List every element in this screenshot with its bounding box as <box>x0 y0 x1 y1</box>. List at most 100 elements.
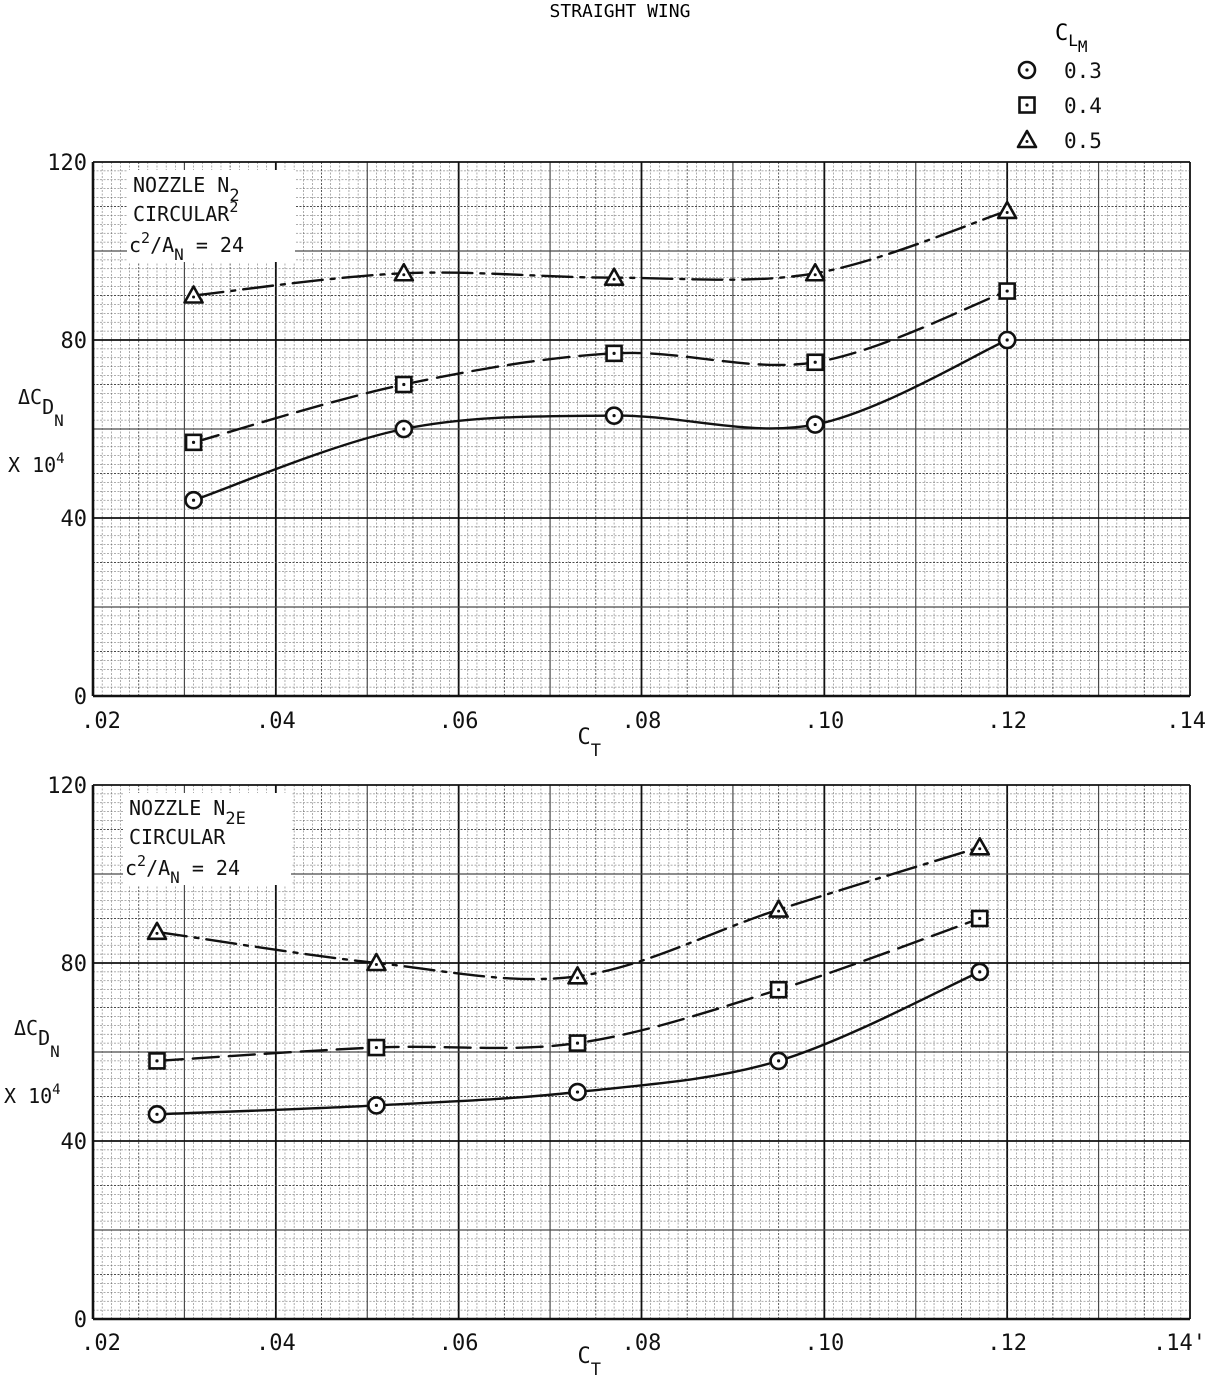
data-point <box>806 353 824 372</box>
marker-dot <box>575 1090 580 1094</box>
marker-dot <box>155 1112 159 1116</box>
y-tick-label: 80 <box>61 952 88 977</box>
marker-dot <box>374 1045 378 1050</box>
data-point <box>147 1105 167 1124</box>
x-tick-label: .14' <box>1153 1331 1206 1356</box>
y-tick-label: 120 <box>47 151 87 176</box>
data-point <box>184 433 203 452</box>
marker-dot <box>1005 210 1009 214</box>
marker-triangle <box>603 267 625 287</box>
marker-triangle <box>146 921 168 941</box>
data-point <box>804 262 826 282</box>
data-point <box>567 966 588 985</box>
annotation-background <box>127 170 295 262</box>
legend-marker-circle <box>1017 60 1037 80</box>
page-title: STRAIGHT WING <box>550 1 691 22</box>
data-point <box>605 344 623 363</box>
annotation-line-1: NOZZLE N2E <box>129 796 246 829</box>
x-tick-label: .10 <box>804 709 844 734</box>
y-tick-labels: 0 40 80 120 <box>47 774 87 1333</box>
marker-dot <box>155 931 159 935</box>
x-tick-label: .02 <box>81 1331 121 1356</box>
marker-dot <box>978 970 982 974</box>
legend-marker-triangle <box>1016 129 1038 149</box>
chart-bottom: .02 .04 .06 .08 .10 .12 .14' 0 40 80 120 CT ΔCDN X 10… <box>4 774 1206 1380</box>
annotation-line-2: CIRCULAR <box>129 825 226 849</box>
x-tick-label: .02 <box>81 709 121 734</box>
series-square <box>148 909 989 1070</box>
x-tick-label: .14 <box>1166 709 1206 734</box>
annotation-line-1: NOZZLE N2 <box>133 173 240 206</box>
marker-dot <box>777 1059 781 1063</box>
marker-dot <box>402 427 406 431</box>
marker-triangle <box>996 200 1018 220</box>
marker-dot <box>402 273 406 277</box>
x-tick-labels: .02 .04 .06 .08 .10 .12 .14 <box>81 709 1206 734</box>
marker-dot <box>374 963 378 966</box>
marker-dot <box>1025 103 1029 107</box>
data-point <box>603 267 625 287</box>
data-point <box>769 980 788 999</box>
marker-triangle <box>393 262 415 282</box>
marker-dot <box>813 422 817 427</box>
y-axis-label: ΔCDN <box>18 385 64 430</box>
marker-dot <box>576 976 580 980</box>
marker-dot <box>612 414 616 418</box>
y-axis-label: ΔCDN <box>14 1016 60 1061</box>
data-point <box>183 285 204 304</box>
y-tick-label: 40 <box>61 1130 88 1155</box>
data-point <box>148 1052 166 1070</box>
marker-dot <box>191 498 196 502</box>
data-point <box>604 406 624 425</box>
data-point <box>367 1096 386 1115</box>
marker-dot <box>612 277 616 281</box>
marker-dot <box>1005 289 1009 293</box>
data-point <box>969 836 991 856</box>
x-tick-label: .10 <box>804 1331 844 1356</box>
marker-dot <box>192 295 196 299</box>
data-point <box>184 490 203 510</box>
marker-dot <box>374 1103 378 1107</box>
marker-triangle <box>183 285 204 304</box>
marker-dot <box>402 382 406 387</box>
chart-top: .02 .04 .06 .08 .10 .12 .14 0 40 80 120 CT ΔCDN X 104… <box>8 151 1206 761</box>
x-tick-label: .04 <box>256 1331 296 1356</box>
data-point <box>998 282 1016 300</box>
x-tick-label: .08 <box>622 1331 662 1356</box>
y-axis-label-multiplier: X 104 <box>4 1082 61 1108</box>
marker-dot <box>978 847 982 851</box>
marker-triangle <box>366 952 387 972</box>
legend-label: 0.4 <box>1064 94 1102 118</box>
marker-dot <box>813 360 817 364</box>
marker-dot <box>1025 140 1029 143</box>
x-tick-label: .12 <box>987 1331 1027 1356</box>
legend: CLM 0.3 0.4 0.5 <box>1016 21 1102 153</box>
data-point <box>970 962 990 982</box>
series-circle <box>184 330 1017 510</box>
annotation-line-3: c2/AN = 24 <box>125 852 240 887</box>
x-tick-labels: .02 .04 .06 .08 .10 .12 .14' <box>81 1331 1206 1356</box>
data-point <box>395 375 413 394</box>
legend-label: 0.5 <box>1064 129 1102 153</box>
marker-triangle <box>567 966 588 985</box>
marker-dot <box>575 1041 580 1045</box>
marker-triangle <box>804 262 826 282</box>
x-axis-label: CT <box>578 725 602 761</box>
legend-label: 0.3 <box>1064 59 1102 83</box>
series-circle <box>147 962 990 1124</box>
marker-dot <box>777 909 781 913</box>
data-point <box>805 415 825 434</box>
x-axis-label: CT <box>578 1344 602 1380</box>
data-point <box>394 419 414 439</box>
data-point <box>970 909 989 928</box>
marker-triangle <box>1016 129 1038 149</box>
legend-title: CLM <box>1055 21 1088 56</box>
legend-items: 0.3 0.4 0.5 <box>1016 59 1102 153</box>
data-point <box>568 1082 587 1102</box>
marker-dot <box>1005 338 1009 342</box>
marker-dot <box>813 273 817 277</box>
x-tick-label: .12 <box>987 709 1027 734</box>
